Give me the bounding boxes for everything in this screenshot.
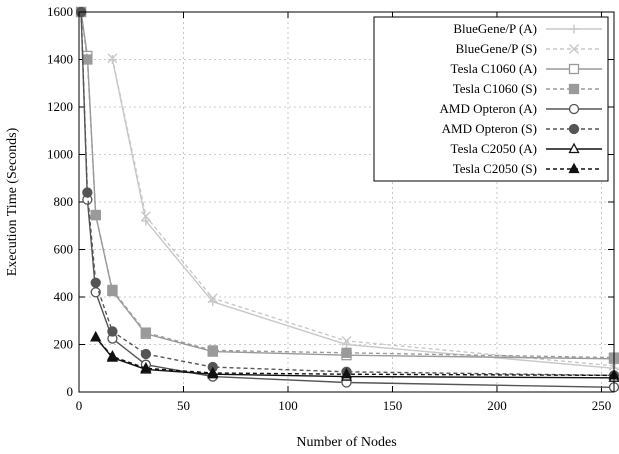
data-point-triangle-filled — [207, 366, 219, 378]
y-tick-label: 400 — [54, 289, 74, 304]
data-point-square-open — [568, 63, 580, 75]
data-point-circle-filled — [140, 348, 152, 360]
legend-entry: Tesla C1060 (A) — [451, 61, 602, 76]
data-point-circle-filled — [90, 277, 101, 288]
legend-label: Tesla C1060 (A) — [451, 61, 537, 76]
legend-entry: BlueGene/P (S) — [456, 41, 602, 56]
axis-ticks: 0 200 400 600 800 1000 1200 1400 1600 0 50 100 150 20… — [47, 4, 614, 413]
data-point-square-filled — [82, 54, 93, 65]
data-point-circle-filled — [107, 326, 118, 337]
legend-label: Tesla C2050 (S) — [453, 161, 537, 176]
y-tick-label: 0 — [67, 384, 74, 399]
data-point-x — [207, 293, 218, 304]
legend-entry: BlueGene/P (A) — [453, 21, 602, 36]
legend: BlueGene/P (A) BlueGene/P (S) Tesla C1060 … — [373, 16, 609, 182]
data-point-square-filled — [90, 209, 101, 221]
data-point-x — [140, 211, 151, 222]
legend-entry: Tesla C2050 (A) — [451, 141, 602, 156]
data-point-x — [107, 53, 118, 64]
data-point-triangle-filled — [140, 361, 152, 373]
x-axis-label: Number of Nodes — [296, 435, 396, 450]
data-point-triangle-filled — [568, 162, 580, 174]
legend-label: Tesla C1060 (S) — [453, 81, 537, 96]
legend-label: AMD Opteron (S) — [442, 121, 537, 136]
x-tick-label: 100 — [278, 398, 298, 413]
series-2 — [107, 53, 619, 371]
legend-label: AMD Opteron (A) — [440, 101, 537, 116]
x-tick-label: 200 — [487, 398, 507, 413]
data-point-circle-filled — [568, 123, 580, 135]
data-point-triangle-filled — [340, 367, 353, 379]
series-6 — [75, 6, 619, 381]
series-line — [95, 336, 615, 377]
data-point-triangle-filled — [90, 330, 102, 342]
data-point-plus — [141, 216, 151, 226]
x-tick-label: 250 — [592, 398, 612, 413]
data-point-square-filled — [568, 83, 580, 95]
legend-entry: AMD Opteron (A) — [440, 101, 602, 116]
legend-entry: AMD Opteron (S) — [442, 121, 602, 136]
y-tick-label: 1600 — [47, 4, 73, 19]
legend-entry: Tesla C2050 (S) — [453, 161, 602, 176]
legend-label: BlueGene/P (A) — [453, 21, 537, 36]
y-tick-label: 600 — [54, 242, 74, 257]
data-point-x — [569, 44, 579, 54]
y-tick-label: 800 — [54, 194, 74, 209]
x-tick-label: 50 — [177, 398, 190, 413]
data-point-triangle-open — [568, 142, 580, 154]
y-axis-label: Execution Time (Seconds) — [5, 127, 20, 276]
series-8 — [90, 330, 619, 380]
data-point-x — [341, 335, 352, 346]
data-point-circle-open — [568, 103, 580, 115]
series-line — [80, 11, 615, 359]
plot-frame — [78, 11, 615, 393]
x-tick-label: 0 — [76, 398, 83, 413]
legend-box — [373, 16, 609, 182]
y-tick-label: 200 — [54, 337, 74, 352]
data-point-circle-filled — [82, 187, 93, 198]
legend-label: BlueGene/P (S) — [456, 41, 537, 56]
series-line — [80, 11, 615, 377]
data-point-square-filled — [107, 284, 118, 296]
y-tick-label: 1400 — [47, 52, 73, 67]
x-tick-label: 150 — [383, 398, 403, 413]
data-point-square-filled — [140, 327, 152, 338]
legend-label: Tesla C2050 (A) — [451, 141, 537, 156]
data-point-square-filled — [341, 347, 352, 358]
plot-area — [75, 6, 619, 393]
y-tick-label: 1000 — [47, 147, 73, 162]
data-point-plus — [569, 24, 579, 34]
legend-entry: Tesla C1060 (S) — [453, 81, 602, 96]
y-tick-label: 1200 — [47, 99, 73, 114]
data-point-triangle-filled — [106, 349, 119, 361]
data-point-square-filled — [207, 345, 218, 356]
